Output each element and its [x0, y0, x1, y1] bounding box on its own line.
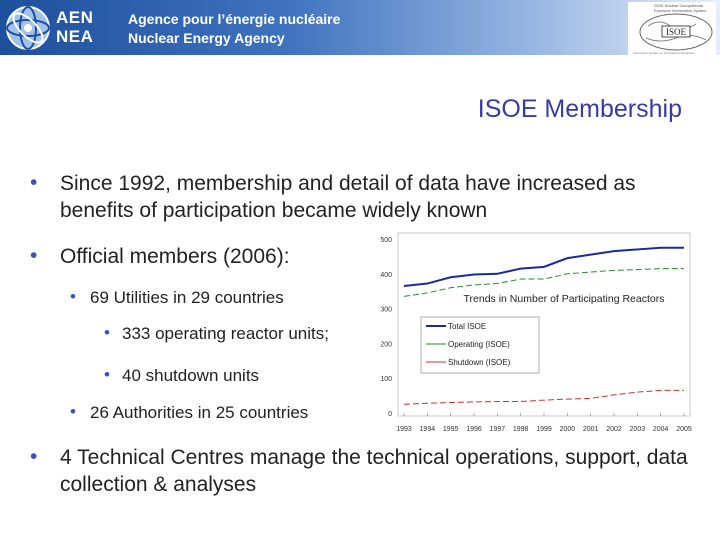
- x-tick-label: 2000: [560, 426, 576, 433]
- x-tick-label: 2003: [630, 426, 646, 433]
- x-tick-label: 1999: [536, 426, 552, 433]
- series-line-3: [403, 389, 684, 405]
- chart-title: Trends in Number of Participating Reacto…: [464, 293, 665, 305]
- bullet-item: Official members (2006):: [60, 245, 290, 268]
- legend: Total ISOE Operating (ISOE) Shutdown (ISOE…: [420, 316, 540, 374]
- bullet-dot: •: [70, 287, 76, 306]
- x-tick-label: 2002: [606, 426, 622, 433]
- bullet-dot: •: [104, 323, 110, 342]
- logo-line-en: NEA: [56, 27, 94, 46]
- bullet-dot: •: [30, 171, 38, 194]
- bullet-dot: •: [30, 244, 38, 267]
- bullet-item: Since 1992, membership and detail of dat…: [60, 172, 636, 222]
- legend-label: Shutdown (ISOE): [448, 358, 511, 367]
- legend-label: Operating (ISOE): [448, 340, 510, 349]
- reactor-trend-chart: 0 100 200 300 400 500 1993 1994 1995 1996 1997 199…: [380, 232, 692, 433]
- series-line-2: [403, 268, 684, 297]
- legend-label: Total ISOE: [448, 322, 486, 331]
- bullet-item: 26 Authorities in 25 countries: [90, 403, 309, 422]
- bullet-item: 40 shutdown units: [122, 366, 260, 385]
- x-tick-label: 2004: [653, 426, 669, 433]
- bullet-item: 4 Technical Centres manage the technical…: [60, 446, 688, 496]
- bullet-item: 333 operating reactor units;: [122, 324, 329, 343]
- x-tick-label: 2001: [583, 426, 599, 433]
- x-tick-label: 1996: [466, 426, 482, 433]
- header-banner: AEN NEA Agence pour l’énergie nucléaire …: [0, 0, 720, 56]
- slide-title: ISOE Membership: [477, 95, 682, 123]
- x-tick-label: 1994: [420, 426, 436, 433]
- agency-name-en: Nuclear Energy Agency: [128, 30, 285, 46]
- isoe-logo-text: ISOE: [666, 27, 687, 37]
- bullet-dot: •: [104, 365, 110, 384]
- series-line-1: [403, 246, 684, 287]
- y-tick-label: 300: [380, 307, 392, 314]
- x-tick-label: 2005: [676, 426, 692, 433]
- y-tick-label: 0: [388, 411, 392, 418]
- nea-globe-icon: [6, 6, 50, 50]
- agency-name-fr: Agence pour l’énergie nucléaire: [128, 11, 341, 27]
- bullet-dot: •: [30, 445, 38, 468]
- x-tick-label: 1993: [396, 426, 412, 433]
- x-tick-label: 1998: [513, 426, 529, 433]
- agency-name: Agence pour l’énergie nucléaire Nuclear …: [128, 10, 340, 48]
- x-tick-label: 1995: [443, 426, 459, 433]
- y-tick-label: 100: [380, 376, 392, 383]
- isoe-logo-icon: ISOE: [628, 2, 716, 56]
- bullet-item: 69 Utilities in 29 countries: [90, 288, 284, 307]
- y-tick-label: 200: [380, 341, 392, 348]
- y-tick-label: 400: [380, 272, 392, 279]
- logo-line-fr: AEN: [56, 8, 94, 27]
- bullet-dot: •: [70, 402, 76, 421]
- isoe-small-text: ISOE Nuclear Occupational Exposure Infor…: [654, 3, 707, 13]
- y-tick-label: 500: [380, 237, 392, 244]
- logo-text: AEN NEA: [56, 8, 93, 46]
- isoe-footer-text: Information System on Occupational Expos…: [633, 51, 695, 55]
- x-tick-label: 1997: [490, 426, 506, 433]
